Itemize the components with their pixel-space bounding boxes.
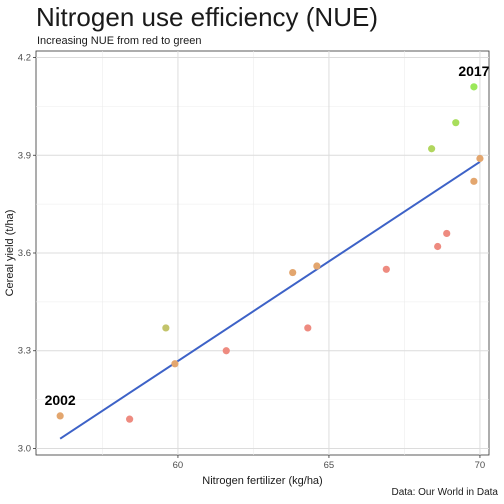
grid-minor bbox=[36, 51, 489, 455]
data-point bbox=[171, 360, 179, 368]
points-layer bbox=[56, 83, 484, 423]
x-axis-label: Nitrogen fertilizer (kg/ha) bbox=[202, 475, 322, 487]
y-axis-ticks: 3.0 3.3 3.6 3.9 4.2 bbox=[18, 53, 36, 454]
data-point bbox=[434, 242, 442, 251]
x-tick-label: 60 bbox=[173, 460, 184, 471]
data-point bbox=[304, 324, 312, 332]
year-annotation: 2017 bbox=[458, 63, 489, 79]
trend-line-layer bbox=[59, 160, 481, 440]
y-tick-label: 3.3 bbox=[18, 346, 31, 357]
x-axis-ticks: 60 65 70 bbox=[173, 455, 486, 471]
data-point bbox=[476, 154, 484, 163]
y-tick-label: 3.0 bbox=[18, 443, 31, 454]
data-point bbox=[452, 119, 460, 127]
data-point bbox=[470, 83, 478, 91]
data-point bbox=[126, 415, 134, 423]
data-point bbox=[162, 324, 170, 332]
data-point bbox=[428, 145, 436, 153]
y-axis-label: Cereal yield (t/ha) bbox=[4, 210, 16, 297]
data-point bbox=[443, 229, 451, 238]
data-point bbox=[289, 268, 297, 277]
data-point bbox=[56, 412, 64, 420]
y-tick-label: 3.9 bbox=[18, 150, 31, 161]
chart-title: Nitrogen use efficiency (NUE) bbox=[36, 2, 378, 32]
x-tick-label: 70 bbox=[475, 460, 486, 471]
data-point bbox=[313, 262, 321, 270]
year-annotation: 2002 bbox=[45, 392, 76, 408]
chart-subtitle: Increasing NUE from red to green bbox=[37, 35, 202, 47]
data-point bbox=[382, 265, 390, 273]
y-tick-label: 3.6 bbox=[18, 248, 31, 259]
annotations-layer: 2002 2017 bbox=[45, 63, 490, 408]
data-point bbox=[222, 347, 230, 355]
grid-major bbox=[36, 51, 489, 455]
x-tick-label: 65 bbox=[324, 460, 335, 471]
y-tick-label: 4.2 bbox=[18, 53, 31, 64]
data-point bbox=[470, 177, 478, 185]
chart-caption: Data: Our World in Data bbox=[391, 487, 498, 498]
trend-line bbox=[59, 160, 481, 440]
